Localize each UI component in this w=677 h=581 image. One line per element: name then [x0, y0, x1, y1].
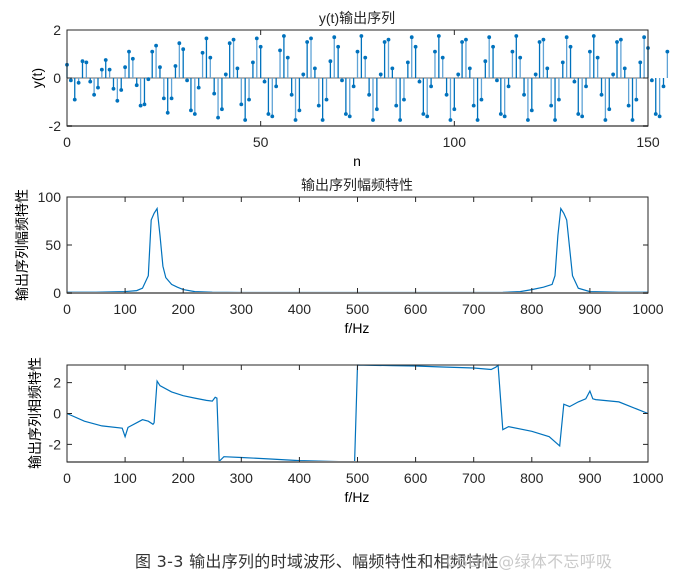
x-tick-label: 100	[113, 470, 137, 486]
x-tick-label: 100	[113, 301, 137, 317]
x-tick-label: 150	[636, 134, 660, 150]
x-tick-label: 400	[288, 470, 312, 486]
y-tick-label: 100	[38, 189, 62, 205]
x-tick-label: 600	[404, 301, 428, 317]
magnitude-line	[67, 206, 648, 294]
plot1-xlabel: n	[353, 153, 361, 169]
plot3-ylabel: 输出序列相频特性	[28, 357, 44, 469]
plot2-ticks: 0 100 200 300 400 500 600 700 800 900 1000 0 50 100	[38, 189, 664, 317]
figure-caption: 图 3-3 输出序列的时域波形、幅频特性和相频特性	[135, 548, 499, 572]
x-tick-label: 800	[520, 470, 544, 486]
plot2-xlabel: f/Hz	[345, 320, 370, 336]
y-tick-label: -2	[49, 436, 62, 452]
y-tick-label: -2	[49, 118, 62, 134]
x-tick-label: 500	[346, 470, 370, 486]
plot3-xlabel: f/Hz	[345, 489, 370, 505]
magnitude-axes: 输出序列幅频特性 0 100 200 300 400 500 600 700 800 900 100…	[15, 177, 664, 336]
x-tick-label: 600	[404, 470, 428, 486]
x-tick-label: 50	[253, 134, 269, 150]
x-tick-label: 500	[346, 301, 370, 317]
plot1-title: y(t)输出序列	[319, 10, 395, 26]
y-tick-label: 0	[53, 70, 61, 86]
plot1-ticks: 0 50 100 150-202	[49, 22, 660, 150]
x-tick-label: 0	[63, 301, 71, 317]
x-tick-label: 400	[288, 301, 312, 317]
x-tick-label: 200	[172, 470, 196, 486]
stem-series	[65, 34, 670, 122]
y-tick-label: 0	[53, 406, 61, 422]
x-tick-label: 200	[172, 301, 196, 317]
x-tick-label: 700	[462, 301, 486, 317]
x-tick-label: 0	[63, 470, 71, 486]
phase-axes: 0 100 200 300 400 500 600 700 800 900 1000 -2 0 2 f/H…	[28, 357, 664, 505]
plot1-ylabel: y(t)	[29, 68, 45, 88]
x-tick-label: 1000	[632, 301, 663, 317]
x-tick-label: 800	[520, 301, 544, 317]
x-tick-label: 900	[578, 470, 602, 486]
x-tick-label: 1000	[632, 470, 663, 486]
plot2-ylabel: 输出序列幅频特性	[15, 189, 31, 301]
watermark-text: CSDN @绿体不忘呼吸	[446, 552, 613, 571]
x-tick-label: 100	[443, 134, 467, 150]
x-tick-label: 0	[63, 134, 71, 150]
y-tick-label: 0	[53, 285, 61, 301]
y-tick-label: 2	[53, 375, 61, 391]
y-tick-label: 50	[45, 237, 61, 253]
caption-text: 图 3-3 输出序列的时域波形、幅频特性和相频特性	[135, 552, 499, 571]
watermark: CSDN @绿体不忘呼吸	[446, 548, 612, 572]
y-tick-label: 2	[53, 22, 61, 38]
x-tick-label: 900	[578, 301, 602, 317]
x-tick-label: 300	[230, 470, 254, 486]
plot2-title: 输出序列幅频特性	[301, 177, 413, 193]
x-tick-label: 300	[230, 301, 254, 317]
x-tick-label: 700	[462, 470, 486, 486]
time-domain-axes: y(t)输出序列 0 50 100 150-202 n y(t)	[29, 10, 670, 169]
plot3-ticks: 0 100 200 300 400 500 600 700 800 900 1000 -2 0 2	[49, 365, 664, 486]
phase-line	[66, 364, 649, 463]
